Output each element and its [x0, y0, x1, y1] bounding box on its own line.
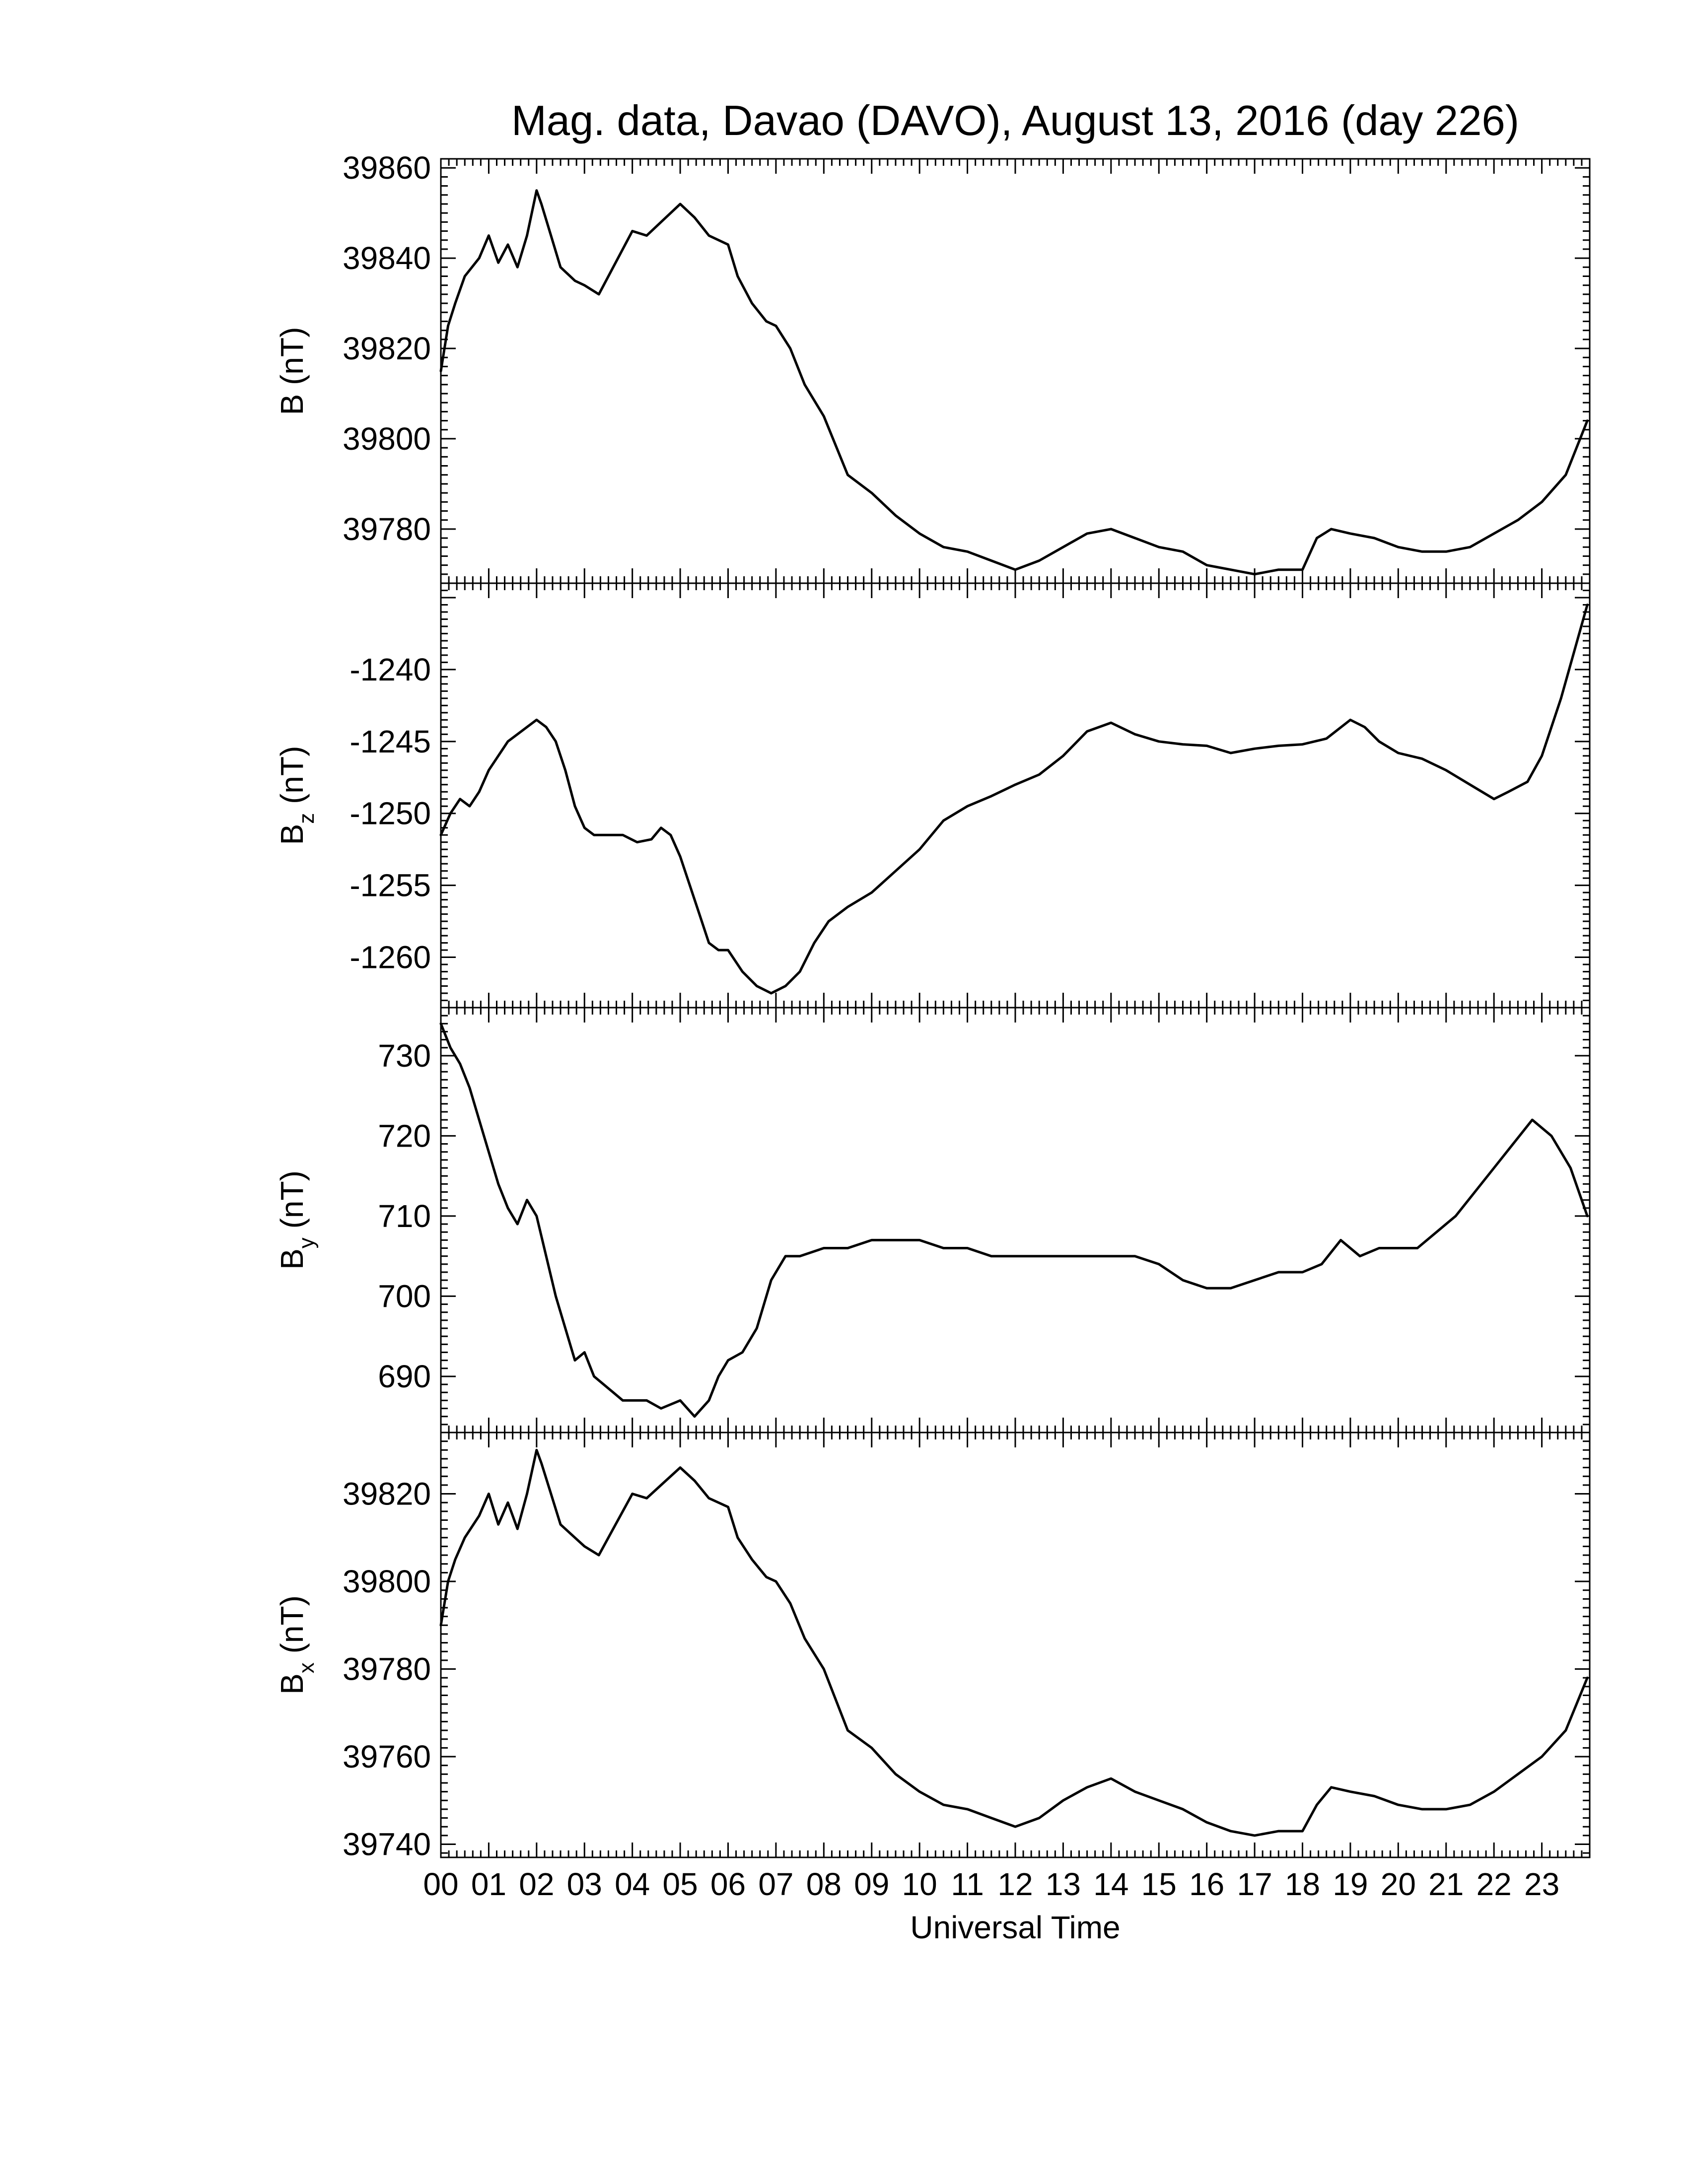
y-tick-label: 39800 — [343, 421, 431, 457]
x-tick-label: 12 — [997, 1866, 1033, 1902]
x-tick-label: 20 — [1381, 1866, 1416, 1902]
y-tick-label: 700 — [378, 1278, 431, 1314]
x-tick-label: 02 — [519, 1866, 554, 1902]
x-tick-label: 06 — [710, 1866, 746, 1902]
y-tick-label: 39840 — [343, 240, 431, 276]
x-tick-label: 21 — [1428, 1866, 1464, 1902]
y-tick-label: -1255 — [350, 868, 431, 903]
y-tick-label: 39800 — [343, 1564, 431, 1599]
x-tick-label: 10 — [902, 1866, 937, 1902]
x-tick-label: 15 — [1141, 1866, 1177, 1902]
x-tick-label: 22 — [1477, 1866, 1512, 1902]
y-tick-label: 39760 — [343, 1739, 431, 1774]
y-tick-label: 39740 — [343, 1827, 431, 1862]
series-line-panel-2 — [439, 604, 1589, 995]
y-axis-label: By (nT) — [274, 1170, 319, 1270]
x-tick-label: 04 — [615, 1866, 650, 1902]
panel-4: 39740 39760 39780 39800 39820 Bx (nT) — [274, 1432, 1591, 1862]
y-axis-label: Bx (nT) — [274, 1595, 319, 1695]
x-tick-label: 19 — [1333, 1866, 1368, 1902]
x-tick-label: 07 — [758, 1866, 793, 1902]
panel-frame — [440, 582, 1591, 1009]
chart-title: Mag. data, Davao (DAVO), August 13, 2016… — [511, 97, 1519, 144]
series-line-panel-1 — [439, 189, 1589, 576]
y-tick-label: -1245 — [350, 724, 431, 759]
x-tick-label: 18 — [1285, 1866, 1320, 1902]
x-tick-labels: 00 01 02 03 04 05 06 07 08 09 10 11 12 13 14 15 16 17 18 19… — [423, 1866, 1559, 1902]
y-tick-label: -1240 — [350, 652, 431, 687]
x-tick-label: 09 — [854, 1866, 889, 1902]
x-tick-label: 17 — [1237, 1866, 1272, 1902]
x-tick-label: 13 — [1046, 1866, 1081, 1902]
panel-3: 690 700 710 720 730 By (nT) — [274, 1007, 1591, 1433]
x-tick-label: 11 — [951, 1866, 984, 1902]
y-axis-label: B (nT) — [274, 327, 310, 415]
y-tick-label: 39780 — [343, 511, 431, 547]
y-tick-label: 39820 — [343, 1476, 431, 1512]
y-axis-label: Bz (nT) — [274, 746, 319, 845]
y-tick-label: 39780 — [343, 1651, 431, 1687]
y-tick-label: -1260 — [350, 940, 431, 975]
panel-frame — [440, 158, 1591, 584]
x-tick-label: 16 — [1189, 1866, 1224, 1902]
panel-1: 39780 39800 39820 39840 39860 B (nT) — [274, 150, 1591, 584]
series-line-panel-3 — [439, 1022, 1589, 1418]
panel-frame — [440, 1432, 1591, 1858]
y-tick-label: 690 — [378, 1359, 431, 1394]
panel-frame — [440, 1007, 1591, 1433]
y-tick-label: 39820 — [343, 331, 431, 366]
x-tick-label: 08 — [806, 1866, 842, 1902]
x-tick-label: 01 — [471, 1866, 506, 1902]
x-tick-label: 03 — [567, 1866, 602, 1902]
x-axis-label: Universal Time — [910, 1910, 1120, 1945]
panel-2: -1260 -1255 -1250 -1245 -1240 Bz (nT) — [274, 582, 1591, 1009]
y-tick-label: 710 — [378, 1198, 431, 1234]
x-tick-label: 23 — [1524, 1866, 1559, 1902]
x-tick-label: 05 — [662, 1866, 698, 1902]
x-tick-label: 14 — [1093, 1866, 1128, 1902]
y-tick-label: 730 — [378, 1038, 431, 1074]
x-tick-label: 00 — [423, 1866, 458, 1902]
y-tick-label: -1250 — [350, 796, 431, 831]
y-tick-label: 39860 — [343, 150, 431, 186]
panels-group: 39780 39800 39820 39840 39860 B (nT) -1260 -125… — [274, 150, 1591, 1862]
series-line-panel-4 — [439, 1448, 1589, 1837]
y-tick-label: 720 — [378, 1118, 431, 1154]
